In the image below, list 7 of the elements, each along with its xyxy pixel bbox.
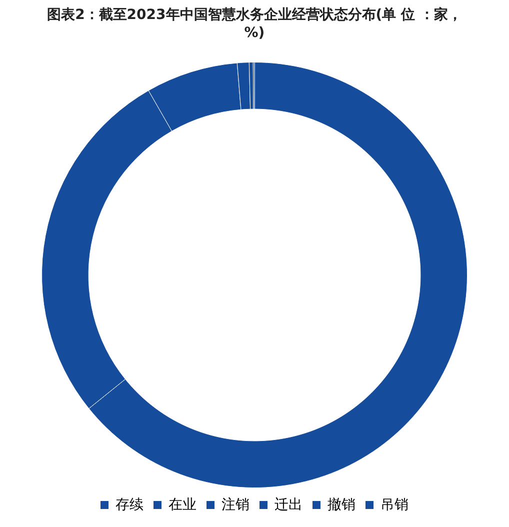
legend-label: 迁出	[274, 496, 302, 512]
legend-label: 注销	[222, 496, 250, 512]
chart-title: 图表2：截至2023年中国智慧水务企业经营状态分布(单 位 ：家，%)	[46, 6, 463, 42]
legend-label: 存续	[116, 496, 144, 512]
legend-label: 撤销	[328, 496, 356, 512]
legend-label: 在业	[168, 496, 196, 512]
legend-label: 吊销	[380, 496, 408, 512]
